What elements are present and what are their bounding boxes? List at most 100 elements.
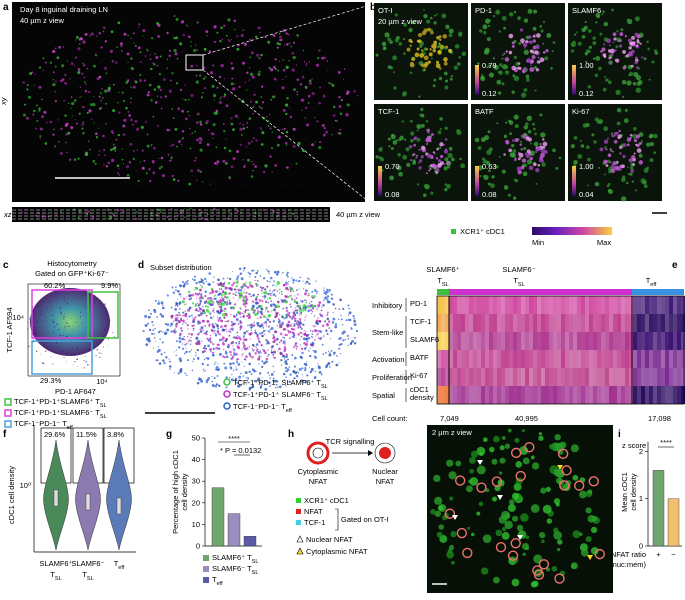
micrograph-cell [82, 40, 86, 44]
micrograph-cell [415, 156, 418, 159]
cell [218, 338, 222, 342]
micrograph-cell [459, 157, 462, 161]
micrograph-cell [545, 486, 551, 492]
cell [209, 322, 211, 325]
micrograph-cell [197, 114, 199, 116]
cell [216, 326, 219, 328]
micrograph-cell [619, 152, 622, 155]
micrograph-cell [149, 68, 151, 70]
label: NFAT ratio [611, 550, 646, 559]
micrograph-cell [421, 30, 427, 36]
cell [175, 301, 177, 304]
micrograph-cell [528, 35, 532, 39]
heatmap-cell [573, 386, 577, 404]
heatmap-cell [605, 386, 609, 404]
cell [224, 350, 227, 353]
micrograph-cell [286, 216, 288, 218]
micrograph-cell [205, 218, 208, 221]
micrograph-cell [240, 33, 244, 38]
heatmap-cell [589, 296, 593, 314]
micrograph-cell [629, 133, 633, 137]
cell [187, 359, 189, 362]
nfat-cell [538, 559, 550, 570]
label: SLAMF6 [410, 335, 439, 344]
cell [301, 328, 303, 330]
cell [214, 384, 218, 388]
micrograph-cell [409, 62, 415, 68]
micrograph-cell [79, 86, 82, 89]
micrograph-cell [426, 19, 431, 24]
micrograph-cell [148, 167, 151, 171]
cell [228, 344, 231, 346]
cell [242, 346, 245, 349]
micrograph-cell [213, 162, 217, 165]
micrograph-cell [250, 175, 254, 178]
micrograph-cell [82, 212, 84, 214]
label: TCF-1⁻PD-1⁻ Teff [233, 402, 292, 414]
heatmap-cell [637, 314, 641, 332]
cell [260, 323, 263, 326]
heatmap-cell [649, 314, 653, 332]
micrograph-cell [159, 96, 163, 99]
heatmap-cell [537, 350, 541, 368]
cell [291, 354, 294, 356]
heatmap-cell [649, 386, 653, 404]
cell [306, 340, 309, 343]
micrograph-cell [230, 165, 234, 169]
heatmap-cell [505, 350, 509, 368]
micrograph-cell [446, 161, 450, 165]
micrograph-cell [606, 38, 611, 44]
micrograph-cell [247, 141, 251, 145]
cell [275, 273, 278, 276]
heatmap-cell [617, 314, 621, 332]
cell [179, 319, 183, 322]
label: * P = 0.0132 [220, 446, 261, 455]
micrograph-cell [262, 170, 266, 174]
cell [237, 323, 240, 325]
micrograph-cell [39, 137, 41, 140]
cell [234, 293, 236, 296]
cell [217, 343, 220, 347]
micrograph-cell [555, 166, 559, 170]
heatmap-cell [457, 386, 461, 404]
event [87, 363, 89, 366]
micrograph-cell [534, 89, 537, 92]
micrograph-cell [436, 531, 443, 538]
cell [193, 279, 196, 282]
micrograph-cell [501, 436, 506, 440]
micrograph-cell [425, 48, 429, 51]
micrograph-cell [215, 146, 218, 149]
micrograph-cell [592, 57, 596, 60]
micrograph-cell [181, 51, 183, 53]
micrograph-cell [532, 127, 536, 131]
micrograph-cell [511, 90, 515, 94]
heatmap-cell [657, 350, 661, 368]
cell [204, 347, 207, 350]
micrograph-cell [283, 44, 286, 46]
heatmap-cell [601, 314, 605, 332]
micrograph-cell [223, 93, 227, 96]
micrograph-cell [166, 67, 168, 70]
cell [254, 312, 258, 317]
cell [274, 357, 276, 359]
cell [299, 276, 302, 279]
micrograph-cell [575, 31, 578, 34]
micrograph-cell [156, 208, 159, 211]
cell [276, 337, 279, 341]
micrograph-cell [106, 208, 109, 211]
event [81, 325, 83, 326]
cell [157, 346, 159, 348]
micrograph-cell [398, 171, 403, 177]
micrograph-cell [533, 66, 537, 70]
heatmap-cell [457, 332, 461, 350]
micrograph-cell [271, 171, 273, 173]
label: SLAMF6 [572, 6, 601, 15]
cell [304, 316, 306, 318]
event [67, 299, 69, 300]
cell [242, 296, 245, 300]
micrograph-cell [604, 173, 607, 176]
heatmap-cell [561, 332, 565, 350]
micrograph-cell [646, 166, 650, 170]
micrograph-cell [249, 72, 254, 76]
cell [248, 370, 251, 374]
